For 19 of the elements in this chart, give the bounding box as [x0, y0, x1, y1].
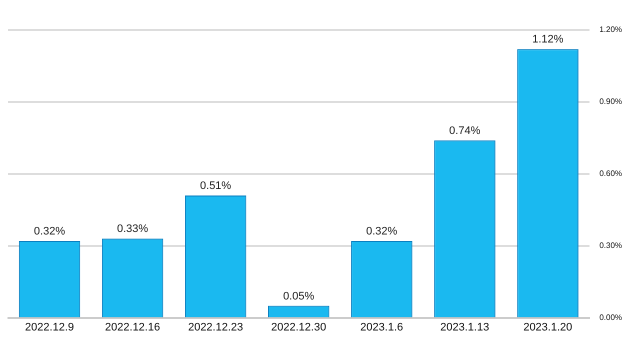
x-tick-label: 2022.12.16: [105, 321, 160, 334]
x-tick-label: 2023.1.20: [523, 321, 572, 334]
data-label: 1.12%: [532, 34, 564, 46]
data-label: 0.33%: [116, 223, 148, 236]
data-label: 0.51%: [200, 180, 232, 192]
x-tick-label: 2022.12.30: [271, 321, 326, 334]
y-tick-label: 0.90%: [599, 97, 622, 106]
y-tick-label: 0.30%: [599, 241, 622, 250]
data-label: 0.05%: [283, 290, 314, 302]
x-tick-label: 2022.12.23: [188, 321, 244, 334]
data-label: 0.32%: [34, 226, 66, 238]
y-tick-label: 0.00%: [599, 313, 622, 322]
x-tick-label: 2022.12.9: [25, 321, 74, 334]
data-label: 0.32%: [366, 226, 398, 238]
x-tick-label: 2023.1.13: [440, 321, 490, 334]
data-label: 0.74%: [449, 124, 481, 137]
x-tick-label: 2023.1.6: [360, 321, 404, 334]
y-tick-label: 1.20%: [599, 25, 622, 34]
y-tick-label: 0.60%: [599, 169, 622, 178]
